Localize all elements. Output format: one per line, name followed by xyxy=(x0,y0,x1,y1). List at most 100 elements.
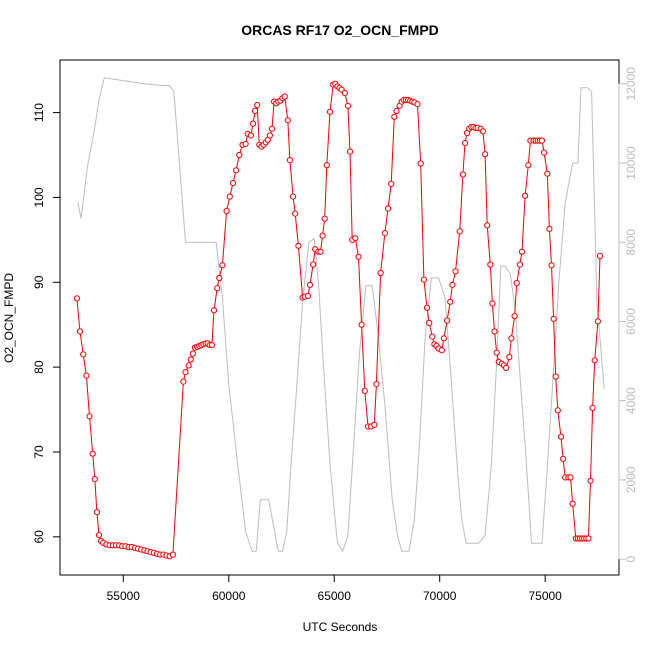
x-tick-label: 65000 xyxy=(318,589,352,603)
o2-point xyxy=(319,232,326,239)
o2-point xyxy=(461,140,469,147)
o2-series xyxy=(73,80,604,560)
o2-point xyxy=(429,333,436,340)
o2-point xyxy=(525,162,532,169)
o2-point xyxy=(417,160,424,167)
o2-point xyxy=(268,125,276,132)
o2-point xyxy=(295,242,302,249)
o2-point xyxy=(208,342,215,349)
o2-point xyxy=(552,373,559,380)
y2-tick-label: 4000 xyxy=(624,387,638,414)
o2-point xyxy=(371,421,378,428)
o2-point xyxy=(491,328,498,335)
o2-point xyxy=(341,90,348,97)
o2-point xyxy=(440,335,447,342)
o2-point xyxy=(180,378,187,385)
o2-point xyxy=(449,281,456,288)
o2-point xyxy=(585,535,592,542)
o2-point xyxy=(550,315,557,322)
o2-point xyxy=(281,93,288,100)
o2-point xyxy=(391,113,398,120)
o2-point xyxy=(484,222,491,229)
o2-point xyxy=(233,167,240,174)
o2-point xyxy=(310,261,317,268)
o2-point xyxy=(560,455,567,462)
o2-point xyxy=(73,295,81,302)
o2-point xyxy=(423,304,431,311)
o2-point xyxy=(393,107,400,115)
y-tick-label: 70 xyxy=(32,445,46,459)
o2-point xyxy=(589,404,596,411)
o2-point xyxy=(511,313,518,320)
o2-point xyxy=(482,151,489,158)
y-tick-label: 80 xyxy=(32,360,46,374)
y2-tick-label: 12000 xyxy=(624,67,638,101)
y-tick-label: 100 xyxy=(32,187,46,207)
o2-point xyxy=(306,281,314,288)
o2-point xyxy=(355,253,362,260)
o2-point xyxy=(554,407,561,414)
y2-tick-label: 6000 xyxy=(624,308,638,335)
o2-point xyxy=(548,262,555,269)
chart-title: ORCAS RF17 O2_OCN_FMPD xyxy=(241,22,439,38)
o2-point xyxy=(76,328,84,335)
o2-point xyxy=(361,387,368,394)
o2-point xyxy=(254,101,261,109)
x-tick-label: 55000 xyxy=(107,589,141,603)
o2-point xyxy=(214,285,221,292)
o2-point xyxy=(219,262,226,269)
o2-point xyxy=(346,148,354,155)
o2-point xyxy=(358,321,365,328)
o2-point xyxy=(229,179,237,187)
o2-point xyxy=(185,362,192,369)
o2-point xyxy=(290,193,297,200)
o2-point xyxy=(546,225,553,232)
o2-point xyxy=(447,298,454,305)
x-tick-label: 60000 xyxy=(212,589,246,603)
o2-point xyxy=(377,269,384,277)
altitude-series xyxy=(77,77,605,553)
o2-point xyxy=(516,261,524,268)
o2-point xyxy=(503,364,510,372)
y-tick-label: 110 xyxy=(32,103,46,122)
o2-point xyxy=(414,101,421,108)
o2-point xyxy=(292,210,299,217)
o2-point xyxy=(93,509,101,516)
o2-point xyxy=(326,108,334,115)
o2-point xyxy=(249,120,257,127)
o2-point xyxy=(591,357,598,364)
x-axis: 55000 60000 65000 70000 75000 xyxy=(107,574,562,603)
o2-point xyxy=(187,356,194,363)
o2-point xyxy=(479,128,486,135)
y2-tick-label: 2000 xyxy=(624,466,638,493)
o2-point xyxy=(388,180,395,187)
o2-point xyxy=(522,192,529,199)
o2-point xyxy=(420,276,427,283)
o2-point xyxy=(323,162,330,169)
y2-axis: 0 2000 4000 6000 8000 10000 12000 xyxy=(618,67,638,562)
o2-point xyxy=(317,248,324,255)
o2-point xyxy=(493,349,500,356)
o2-point xyxy=(384,205,392,212)
o2-point xyxy=(518,248,526,255)
o2-point xyxy=(89,450,96,457)
o2-point xyxy=(373,381,380,388)
o2-point xyxy=(557,433,565,440)
altitude-line xyxy=(77,77,605,553)
o2-point xyxy=(452,268,459,275)
y-axis: 60 70 80 90 100 110 xyxy=(32,103,61,544)
o2-point xyxy=(567,474,574,481)
o2-line xyxy=(76,83,601,557)
y2-tick-label: 8000 xyxy=(624,229,638,256)
x-tick-label: 75000 xyxy=(528,589,562,603)
o2-point xyxy=(596,252,604,260)
o2-point xyxy=(541,149,548,156)
o2-point xyxy=(252,107,259,115)
y2-tick-label: 0 xyxy=(624,555,638,562)
o2-point xyxy=(169,551,176,558)
o2-point xyxy=(189,350,196,357)
y-axis-label: O2_OCN_FMPD xyxy=(2,273,16,363)
o2-point xyxy=(459,171,466,178)
o2-point xyxy=(444,317,451,324)
